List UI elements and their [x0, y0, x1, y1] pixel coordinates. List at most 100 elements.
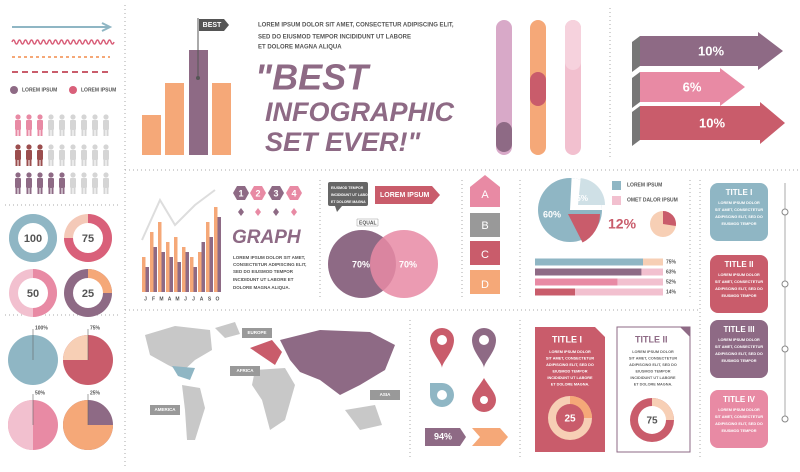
map-tag	[242, 328, 272, 338]
person-icon	[73, 130, 76, 136]
person-icon	[26, 114, 32, 120]
progress-label: 52%	[666, 279, 677, 285]
map-label: AMERICA	[155, 407, 177, 412]
title-card	[710, 390, 768, 448]
continent	[345, 405, 382, 430]
person-icon	[70, 172, 76, 178]
card-fold	[595, 327, 605, 337]
venn-label: 70%	[399, 259, 417, 269]
progress-bar	[535, 288, 575, 296]
card-text: ADIPISCING ELIT, SED DO	[546, 363, 594, 367]
person-icon	[51, 130, 54, 136]
person-icon	[106, 160, 109, 166]
title-heading: TITLE II	[725, 260, 754, 269]
title-text: ADIPISCING ELIT, SED DO	[715, 215, 763, 219]
person-icon	[26, 150, 32, 160]
person-icon	[37, 172, 43, 178]
person-icon	[59, 160, 62, 166]
person-icon	[81, 188, 84, 194]
graph-bar	[198, 252, 202, 292]
title-text: EIUSMOD TEMPOR	[721, 222, 756, 226]
continent-us	[172, 366, 195, 380]
person-icon	[18, 130, 21, 136]
person-icon	[15, 188, 18, 194]
person-icon	[70, 114, 76, 120]
person-icon	[103, 160, 106, 166]
step-number: 4	[291, 188, 296, 198]
capsule-segment	[565, 20, 581, 70]
card-fold	[680, 327, 690, 337]
timeline-dot	[781, 415, 789, 423]
progress-label: 14%	[666, 289, 677, 295]
step-number: 3	[273, 188, 278, 198]
person-icon	[106, 188, 109, 194]
progress-label: 75%	[666, 259, 677, 265]
pie-label: 25%	[90, 390, 101, 396]
step-diamond	[255, 208, 261, 216]
person-icon	[103, 144, 109, 150]
person-icon	[29, 160, 32, 166]
step-diamond	[291, 208, 297, 216]
arrow-fold	[632, 36, 640, 72]
donut-value: 25	[82, 288, 94, 300]
intro-text: LOREM IPSUM DOLOR SIT AMET, CONSECTETUR …	[258, 23, 454, 29]
person-icon	[26, 120, 32, 130]
bar	[189, 50, 208, 155]
arrow-head	[101, 22, 113, 32]
small-pie-slice	[663, 211, 676, 227]
person-icon	[103, 150, 109, 160]
pie-slice	[8, 400, 33, 450]
card-value: 75	[646, 416, 658, 427]
pin-hole	[437, 335, 447, 345]
pie-label: 50%	[35, 390, 46, 396]
card-text: SIT AMET, CONSECTETUR	[546, 357, 594, 361]
person-icon	[48, 150, 54, 160]
capsule	[496, 20, 512, 155]
letter: A	[481, 189, 489, 201]
graph-text: CONSECTETUR ADIPISCING ELIT,	[233, 262, 306, 267]
graph-bar	[174, 237, 178, 292]
pin-icon	[472, 328, 496, 368]
legend-swatch	[612, 196, 621, 205]
donut-value: 100	[24, 233, 42, 245]
title-text: SIT AMET, CONSECTETUR	[715, 345, 763, 349]
card-text: INCIDIDUNT UT LABORE	[630, 376, 676, 380]
intro-text: ET DOLORE MAGNA ALIQUA	[258, 45, 342, 51]
arrow	[640, 68, 745, 106]
title-text: ADIPISCING ELIT, SED DO	[715, 352, 763, 356]
title-text: EIUSMOD TEMPOR	[721, 359, 756, 363]
quote: SET EVER!"	[265, 127, 422, 157]
person-icon	[84, 160, 87, 166]
person-icon	[40, 188, 43, 194]
legend-label: LOREM IPSUM	[627, 182, 662, 188]
graph-bar	[190, 257, 194, 292]
person-icon	[59, 114, 65, 120]
person-icon	[92, 160, 95, 166]
person-icon	[40, 130, 43, 136]
timeline-dot	[781, 280, 789, 288]
month-label: A	[168, 296, 172, 302]
month-label: O	[216, 296, 220, 302]
person-icon	[15, 144, 21, 150]
quote: INFOGRAPHIC	[265, 97, 455, 127]
person-icon	[15, 130, 18, 136]
venn-circle	[370, 230, 438, 298]
month-label: S	[208, 296, 212, 302]
pie-value: 25%	[572, 194, 588, 203]
person-icon	[103, 178, 109, 188]
step-hex	[233, 186, 249, 200]
donut-hole	[73, 223, 103, 253]
title-text: LOREM IPSUM DOLOR	[718, 273, 760, 277]
note-bubble	[328, 182, 368, 206]
card-text: ET DOLORE MAGNA.	[634, 383, 673, 387]
person-icon	[70, 160, 73, 166]
person-icon	[48, 160, 51, 166]
continent	[182, 385, 205, 440]
chevron	[472, 428, 508, 446]
person-icon	[48, 178, 54, 188]
month-label: M	[159, 296, 163, 302]
person-icon	[81, 172, 87, 178]
donut-value: 50	[27, 288, 39, 300]
letter-block	[470, 270, 500, 294]
card-title: TITLE II	[635, 334, 668, 344]
